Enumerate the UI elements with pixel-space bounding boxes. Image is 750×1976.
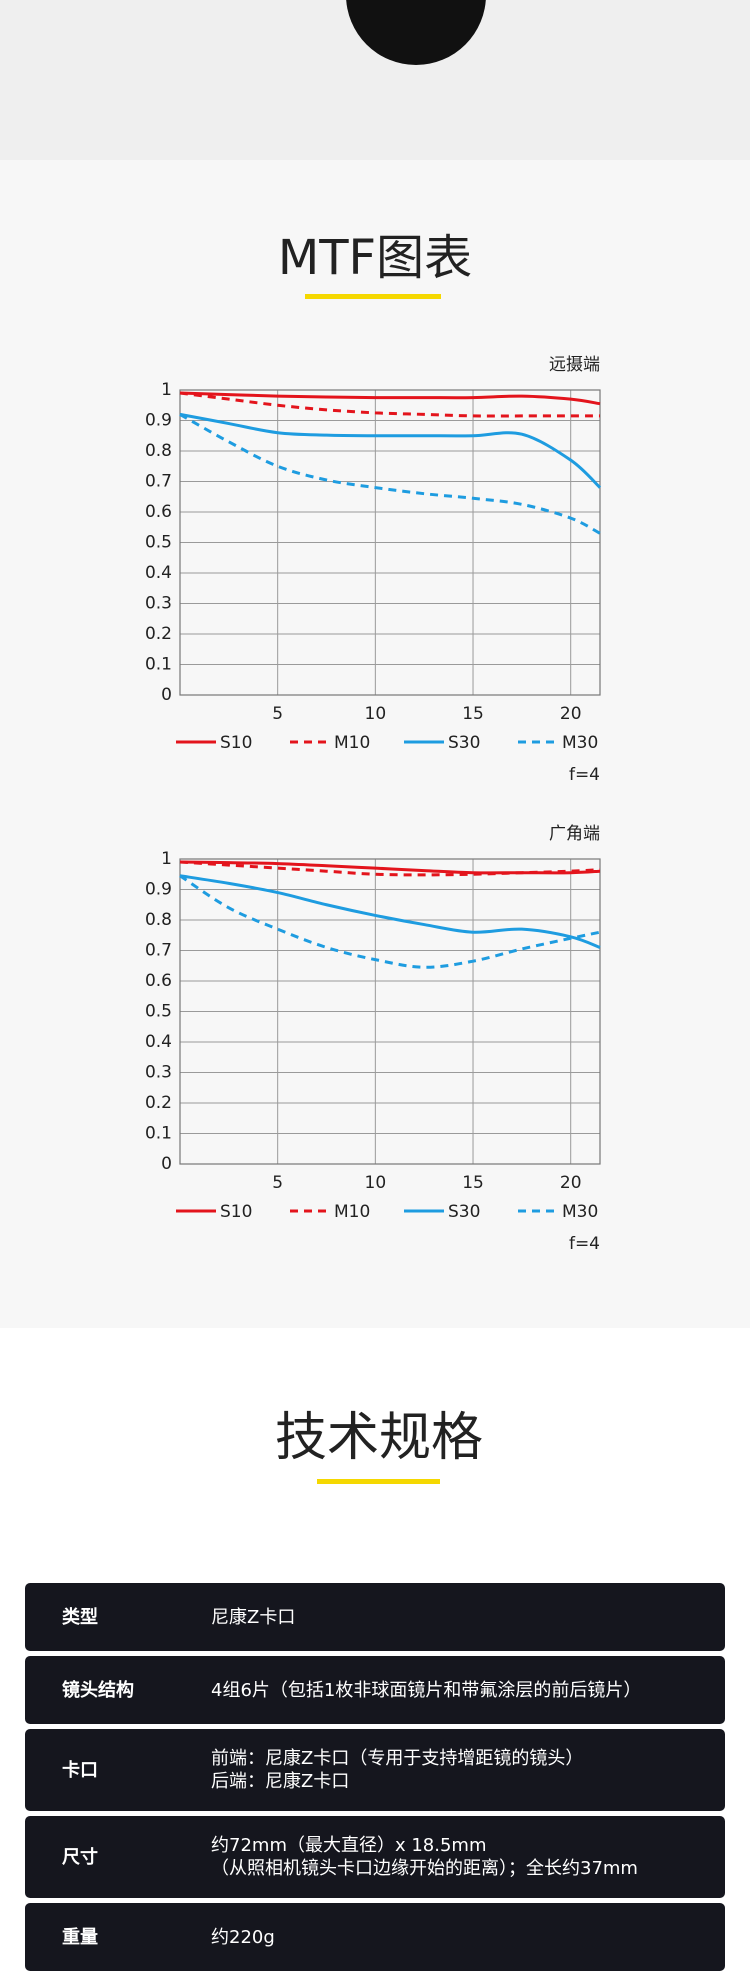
y-tick-label: 0.2 bbox=[145, 1093, 172, 1113]
title-underline bbox=[317, 1479, 440, 1484]
plot-frame bbox=[179, 858, 601, 1165]
legend-label: S30 bbox=[448, 733, 480, 753]
x-tick-label: 20 bbox=[560, 1173, 582, 1193]
y-tick-label: 0.6 bbox=[145, 502, 172, 522]
x-tick-label: 10 bbox=[365, 704, 387, 724]
y-tick-label: 1 bbox=[161, 849, 172, 869]
spec-label: 重量 bbox=[62, 1926, 98, 1948]
y-tick-label: 0.8 bbox=[145, 441, 172, 461]
title-underline bbox=[305, 294, 441, 299]
y-tick-label: 0.5 bbox=[145, 1002, 172, 1022]
plot-frame bbox=[179, 389, 601, 696]
spec-row: 重量 约220g bbox=[25, 1903, 725, 1971]
series-line bbox=[179, 391, 600, 418]
x-tick-label: 15 bbox=[462, 704, 484, 724]
x-tick-label: 15 bbox=[462, 1173, 484, 1193]
spec-value: 前端：尼康Z卡口（专用于支持增距镜的镜头） 后端：尼康Z卡口 bbox=[211, 1747, 725, 1793]
y-tick-label: 0.1 bbox=[145, 1124, 172, 1144]
x-tick-label: 20 bbox=[560, 704, 582, 724]
y-tick-label: 0.5 bbox=[145, 533, 172, 553]
chart-annotation: f=4 bbox=[569, 765, 600, 785]
y-tick-label: 0.3 bbox=[145, 594, 172, 614]
series-line bbox=[179, 391, 601, 406]
series-line bbox=[179, 874, 601, 969]
chart-title: 广角端 bbox=[549, 824, 600, 844]
lens-image bbox=[346, 0, 486, 65]
spec-label: 类型 bbox=[62, 1606, 98, 1628]
y-tick-label: 0.4 bbox=[145, 563, 172, 583]
spec-label: 卡口 bbox=[62, 1759, 98, 1781]
y-tick-label: 0.6 bbox=[145, 971, 172, 991]
spec-table: 类型 尼康Z卡口镜头结构 4组6片（包括1枚非球面镜片和带氟涂层的前后镜片） 卡口 前端… bbox=[25, 1583, 725, 1976]
legend-label: M10 bbox=[334, 733, 370, 753]
legend-label: M10 bbox=[334, 1202, 370, 1222]
x-tick-label: 5 bbox=[272, 1173, 283, 1193]
y-tick-label: 0.9 bbox=[145, 411, 172, 431]
spec-row: 类型 尼康Z卡口 bbox=[25, 1583, 725, 1651]
spec-line: 尼康Z卡口 bbox=[211, 1606, 296, 1628]
y-tick-label: 0.2 bbox=[145, 624, 172, 644]
series-line bbox=[179, 413, 601, 535]
section-title: 技术规格 bbox=[275, 1408, 483, 1468]
x-tick-label: 5 bbox=[272, 704, 283, 724]
spec-row: 尺寸 约72mm（最大直径）x 18.5mm （从照相机镜头卡口边缘开始的距离）；全… bbox=[25, 1816, 725, 1898]
spec-value: 约220g bbox=[211, 1926, 725, 1949]
page-graphics: MTF图表 技术规格 0 0.1 0.2 0.3 0.4 0.5 0.6 0.7 0.8 0.9 1… bbox=[0, 0, 750, 1484]
legend-label: S10 bbox=[220, 733, 252, 753]
y-tick-label: 0 bbox=[161, 1154, 172, 1174]
series-line bbox=[179, 412, 602, 489]
chart-title: 远摄端 bbox=[549, 355, 600, 375]
legend-label: S30 bbox=[448, 1202, 480, 1222]
spec-line: 约220g bbox=[211, 1926, 275, 1948]
spec-line: 约72mm（最大直径）x 18.5mm bbox=[211, 1835, 487, 1856]
y-tick-label: 0.9 bbox=[145, 880, 172, 900]
y-tick-label: 1 bbox=[161, 380, 172, 400]
spec-value: 4组6片（包括1枚非球面镜片和带氟涂层的前后镜片） bbox=[211, 1679, 725, 1702]
section-title: MTF图表 bbox=[278, 230, 472, 286]
spec-line: 后端：尼康Z卡口 bbox=[211, 1771, 350, 1792]
series-line bbox=[179, 874, 601, 949]
spec-line: （从照相机镜头卡口边缘开始的距离）；全长约37mm bbox=[211, 1858, 638, 1879]
chart-annotation: f=4 bbox=[569, 1234, 600, 1254]
spec-label: 镜头结构 bbox=[62, 1679, 134, 1701]
y-tick-label: 0.3 bbox=[145, 1063, 172, 1083]
y-tick-label: 0 bbox=[161, 685, 172, 705]
spec-line: 前端：尼康Z卡口（专用于支持增距镜的镜头） bbox=[211, 1748, 584, 1769]
series-line bbox=[179, 860, 601, 877]
spec-row: 镜头结构 4组6片（包括1枚非球面镜片和带氟涂层的前后镜片） bbox=[25, 1656, 725, 1724]
y-tick-label: 0.7 bbox=[145, 941, 172, 961]
spec-value: 约72mm（最大直径）x 18.5mm （从照相机镜头卡口边缘开始的距离）；全长约… bbox=[211, 1834, 725, 1880]
legend-label: S10 bbox=[220, 1202, 252, 1222]
spec-label: 尺寸 bbox=[62, 1846, 98, 1868]
x-tick-label: 10 bbox=[365, 1173, 387, 1193]
spec-line: 4组6片（包括1枚非球面镜片和带氟涂层的前后镜片） bbox=[211, 1679, 642, 1701]
legend-label: M30 bbox=[562, 1202, 598, 1222]
legend-label: M30 bbox=[562, 733, 598, 753]
y-tick-label: 0.8 bbox=[145, 910, 172, 930]
spec-row: 卡口 前端：尼康Z卡口（专用于支持增距镜的镜头） 后端：尼康Z卡口 bbox=[25, 1729, 725, 1811]
y-tick-label: 0.4 bbox=[145, 1032, 172, 1052]
y-tick-label: 0.7 bbox=[145, 472, 172, 492]
y-tick-label: 0.1 bbox=[145, 655, 172, 675]
spec-value: 尼康Z卡口 bbox=[211, 1606, 725, 1629]
